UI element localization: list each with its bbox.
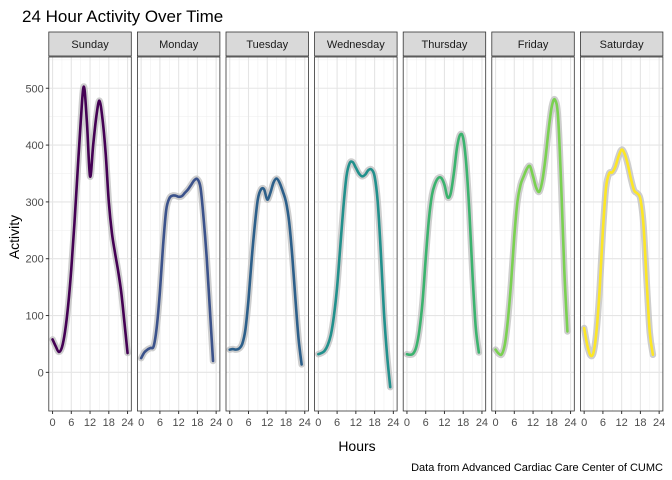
x-tick-label: 0 bbox=[49, 417, 55, 429]
y-tick-label: 300 bbox=[25, 197, 43, 209]
x-tick-label: 18 bbox=[457, 417, 469, 429]
facet-wednesday: Wednesday 0 6 12 18 24 bbox=[314, 31, 399, 429]
facet-strip bbox=[136, 31, 221, 57]
x-tick-label: 12 bbox=[173, 417, 185, 429]
x-tick-label: 18 bbox=[368, 417, 380, 429]
x-tick-label: 6 bbox=[157, 417, 163, 429]
facet-strip bbox=[225, 31, 309, 57]
facet-thursday: Thursday 0 6 12 18 24 bbox=[402, 31, 488, 429]
facet-strip bbox=[491, 31, 575, 57]
facet-strip bbox=[580, 31, 664, 57]
x-tick-label: 12 bbox=[438, 417, 450, 429]
x-tick-label: 0 bbox=[581, 417, 587, 429]
facet-friday: Friday 0 6 12 18 24 bbox=[491, 31, 577, 429]
x-tick-label: 0 bbox=[492, 417, 498, 429]
x-tick-label: 12 bbox=[616, 417, 628, 429]
facet-strip-label: Friday bbox=[518, 39, 549, 51]
x-tick-label: 12 bbox=[261, 417, 273, 429]
x-tick-label: 24 bbox=[299, 417, 311, 429]
x-tick-label: 6 bbox=[245, 417, 251, 429]
y-axis-label: Activity bbox=[6, 215, 22, 259]
x-axis-label: Hours bbox=[338, 438, 375, 454]
chart-title: 24 Hour Activity Over Time bbox=[22, 7, 223, 26]
series-line-friday bbox=[494, 97, 569, 357]
x-tick-label: 18 bbox=[546, 417, 558, 429]
x-tick-label: 18 bbox=[634, 417, 646, 429]
x-tick-label: 24 bbox=[564, 417, 576, 429]
x-tick-label: 6 bbox=[68, 417, 74, 429]
x-tick-label: 24 bbox=[476, 417, 488, 429]
facet-tuesday: Tuesday 0 6 12 18 24 bbox=[225, 31, 311, 429]
series-line-tuesday bbox=[228, 177, 303, 366]
facet-saturday: Saturday 0 6 12 18 24 bbox=[580, 31, 665, 429]
facet-monday: Monday 0 6 12 18 24 bbox=[136, 31, 222, 429]
x-tick-label: 0 bbox=[227, 417, 233, 429]
facet-sunday: Sunday 0 6 12 18 24 bbox=[48, 31, 134, 429]
x-tick-label: 12 bbox=[350, 417, 362, 429]
y-axis: 0 100 200 300 400 500 bbox=[25, 83, 49, 379]
facet-strip-label: Wednesday bbox=[327, 39, 385, 51]
x-tick-label: 18 bbox=[103, 417, 115, 429]
x-tick-label: 18 bbox=[280, 417, 292, 429]
series-line-thursday bbox=[405, 132, 481, 357]
x-tick-label: 6 bbox=[600, 417, 606, 429]
x-tick-label: 6 bbox=[334, 417, 340, 429]
x-tick-label: 18 bbox=[191, 417, 203, 429]
facet-strip bbox=[48, 31, 132, 57]
x-tick-label: 6 bbox=[423, 417, 429, 429]
x-tick-label: 24 bbox=[210, 417, 222, 429]
y-tick-label: 200 bbox=[25, 254, 43, 266]
series-line-monday bbox=[139, 177, 215, 363]
series-line-wednesday bbox=[317, 160, 392, 389]
series-line-saturday bbox=[582, 148, 655, 358]
x-tick-label: 0 bbox=[138, 417, 144, 429]
facet-strip bbox=[314, 31, 398, 57]
y-tick-label: 400 bbox=[25, 140, 43, 152]
x-tick-label: 24 bbox=[387, 417, 399, 429]
facet-strip-label: Sunday bbox=[71, 39, 109, 51]
facet-strip-label: Tuesday bbox=[246, 39, 288, 51]
facet-strip bbox=[402, 31, 487, 57]
x-tick-label: 6 bbox=[511, 417, 517, 429]
chart-caption: Data from Advanced Cardiac Care Center o… bbox=[411, 462, 663, 474]
x-tick-label: 24 bbox=[121, 417, 133, 429]
y-tick-label: 100 bbox=[25, 311, 43, 323]
x-tick-label: 12 bbox=[527, 417, 539, 429]
x-tick-label: 0 bbox=[315, 417, 321, 429]
x-tick-label: 12 bbox=[84, 417, 96, 429]
facet-strip-label: Monday bbox=[159, 39, 199, 51]
y-tick-label: 0 bbox=[38, 367, 44, 379]
series-line-sunday bbox=[51, 85, 129, 355]
facet-strip-label: Saturday bbox=[600, 39, 645, 51]
y-tick-label: 500 bbox=[25, 83, 43, 95]
x-tick-label: 0 bbox=[404, 417, 410, 429]
facet-strip-label: Thursday bbox=[422, 39, 468, 51]
x-tick-label: 24 bbox=[653, 417, 665, 429]
